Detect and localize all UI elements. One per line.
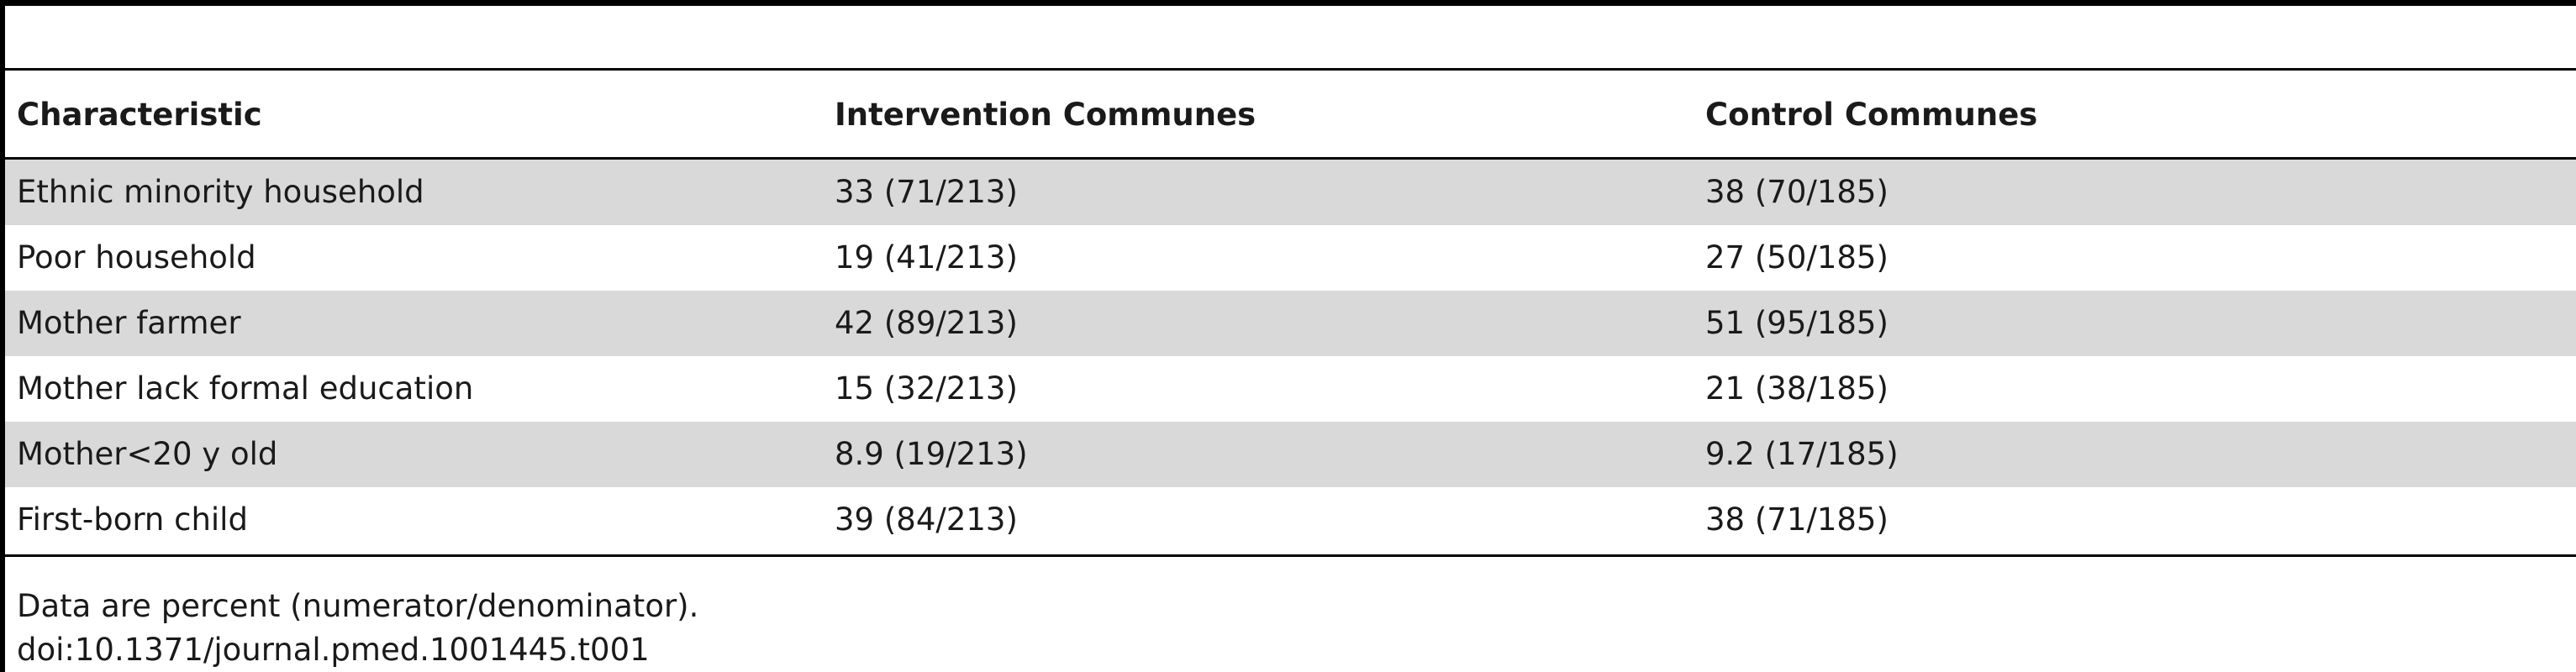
column-header: Characteristic [17,97,262,133]
row-label: Mother<20 y old [17,436,278,472]
bottom-rule [0,554,2576,557]
header-bottom-rule [0,157,2576,160]
cell-value: 38 (71/185) [1705,501,1889,538]
column-header: Control Communes [1705,97,2038,133]
cell-value: 51 (95/185) [1705,305,1889,341]
table-row [5,291,2576,356]
cell-value: 33 (71/213) [835,174,1018,210]
row-label: First-born child [17,501,248,538]
row-label: Poor household [17,239,256,276]
footnote: Data are percent (numerator/denominator)… [17,588,699,624]
column-header: Intervention Communes [835,97,1256,133]
row-label: Ethnic minority household [17,174,424,210]
table-row [5,422,2576,487]
cell-value: 21 (38/185) [1705,370,1889,407]
left-border [0,0,5,672]
table-row [5,160,2576,225]
table-row [5,356,2576,422]
cell-value: 38 (70/185) [1705,174,1889,210]
cell-value: 19 (41/213) [835,239,1018,276]
header-top-rule [0,68,2576,71]
cell-value: 15 (32/213) [835,370,1018,407]
table-row [5,225,2576,291]
cell-value: 42 (89/213) [835,305,1018,341]
cell-value: 9.2 (17/185) [1705,436,1899,472]
row-label: Mother lack formal education [17,370,474,407]
doi: doi:10.1371/journal.pmed.1001445.t001 [17,632,650,668]
table-row [5,487,2576,553]
cell-value: 27 (50/185) [1705,239,1889,276]
top-rule [0,0,2576,6]
cell-value: 39 (84/213) [835,501,1018,538]
cell-value: 8.9 (19/213) [835,436,1028,472]
row-label: Mother farmer [17,305,241,341]
